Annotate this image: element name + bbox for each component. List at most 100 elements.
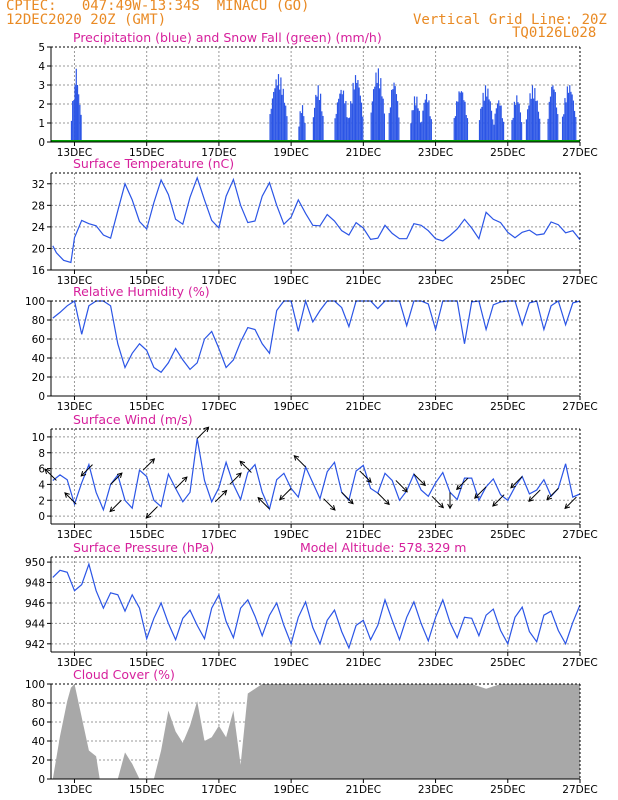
x-tick-label: 25DEC [490,147,525,159]
y-tick-label: 944 [25,618,45,630]
precip-bar [380,78,382,142]
y-tick-label: 28 [32,200,45,212]
pres-panel [47,556,581,656]
precip-bar [418,110,420,142]
y-tick-label: 80 [32,698,45,710]
precip-bar [334,118,336,142]
precip-bar [481,106,483,142]
precip-bar [490,110,493,142]
precip-title: Precipitation (blue) and Snow Fall (gree… [73,30,382,45]
wind-arrow-head [474,493,480,499]
precip-bar [531,85,534,142]
precip-bar [567,92,570,142]
precip-bar [464,101,466,142]
precip-bar [549,96,552,142]
precip-bar [318,100,321,142]
precip-bar [518,103,520,142]
x-tick-label: 27DEC [562,147,597,159]
precip-bar [391,89,393,142]
precip-bar [453,118,455,142]
precip-bar [417,108,419,142]
wind-arrow-head [64,492,70,498]
precip-bar [394,86,396,142]
wind-arrow-head [492,501,498,507]
x-tick-label: 13DEC [57,275,92,287]
wind-arrow [239,460,252,473]
wind-line [52,438,581,512]
wind-arrow-head [293,454,300,461]
precip-bar [564,98,566,142]
x-tick-label: 13DEC [57,147,92,159]
precip-bar [274,88,276,142]
x-tick-label: 21DEC [346,275,381,287]
precip-bar [551,86,553,142]
precip-bar [320,93,322,142]
precip-bar [483,100,485,142]
y-tick-label: 60 [32,717,45,729]
precip-bar [487,88,489,142]
header-location: CPTEC: 047:49W-13:34S MINACU (GO) [6,0,310,14]
precip-bar [344,103,346,142]
precip-bar [512,117,514,142]
wind-arrow [377,492,390,505]
wind-arrow [214,490,227,503]
precip-bar [352,82,354,142]
y-tick-label: 100 [25,296,45,308]
x-tick-label: 21DEC [346,529,381,541]
precip-bar [304,122,306,142]
y-tick-label: 0 [38,391,45,403]
precip-bar [484,85,487,142]
wind-arrow-head [221,489,228,496]
x-tick-label: 15DEC [129,275,164,287]
precip-bar [382,98,384,142]
precip-bar [533,98,535,142]
x-tick-label: 25DEC [490,401,525,413]
precip-bar [515,104,517,142]
wind-arrow [145,506,158,519]
x-tick-label: 27DEC [562,275,597,287]
precip-bar [547,118,549,142]
precip-bar [76,84,79,142]
precip-bar [374,86,376,142]
precip-bar [500,105,502,142]
precip-bar [377,68,379,142]
y-tick-label: 2 [38,99,45,111]
wind-arrow-head [330,505,336,511]
precip-bar [273,91,275,142]
precip-bar [535,101,537,142]
wind-arrow [431,495,444,508]
precip-bar [428,100,430,142]
precip-bar [498,100,500,142]
x-tick-label: 23DEC [418,401,453,413]
precip-bar [279,89,281,142]
y-tick-label: 946 [25,598,45,610]
wind-arrow [64,492,77,505]
wind-arrow-head [149,458,156,464]
precip-bar [459,92,461,142]
precip-bar [378,88,381,142]
x-tick-label: 15DEC [129,147,164,159]
precip-bar [269,114,271,142]
precip-bar [359,95,361,142]
wind-arrow [257,497,270,510]
x-tick-label: 19DEC [273,147,308,159]
precip-bar [488,99,490,142]
x-tick-label: 25DEC [490,784,525,796]
precip-bar [563,114,565,142]
y-tick-label: 40 [32,736,45,748]
precip-bar [392,89,394,142]
precip-bar [527,109,529,142]
wind-arrow-head [44,468,51,475]
precip-bar [552,85,554,142]
wind-panel [44,426,581,528]
cloud-area [52,684,581,779]
cloud-title: Cloud Cover (%) [73,667,175,682]
precip-bar [80,114,82,142]
x-tick-label: 19DEC [273,401,308,413]
wind-arrow [279,488,292,501]
y-tick-label: 942 [25,639,45,651]
wind-arrow [293,455,306,468]
y-tick-label: 80 [32,315,45,327]
